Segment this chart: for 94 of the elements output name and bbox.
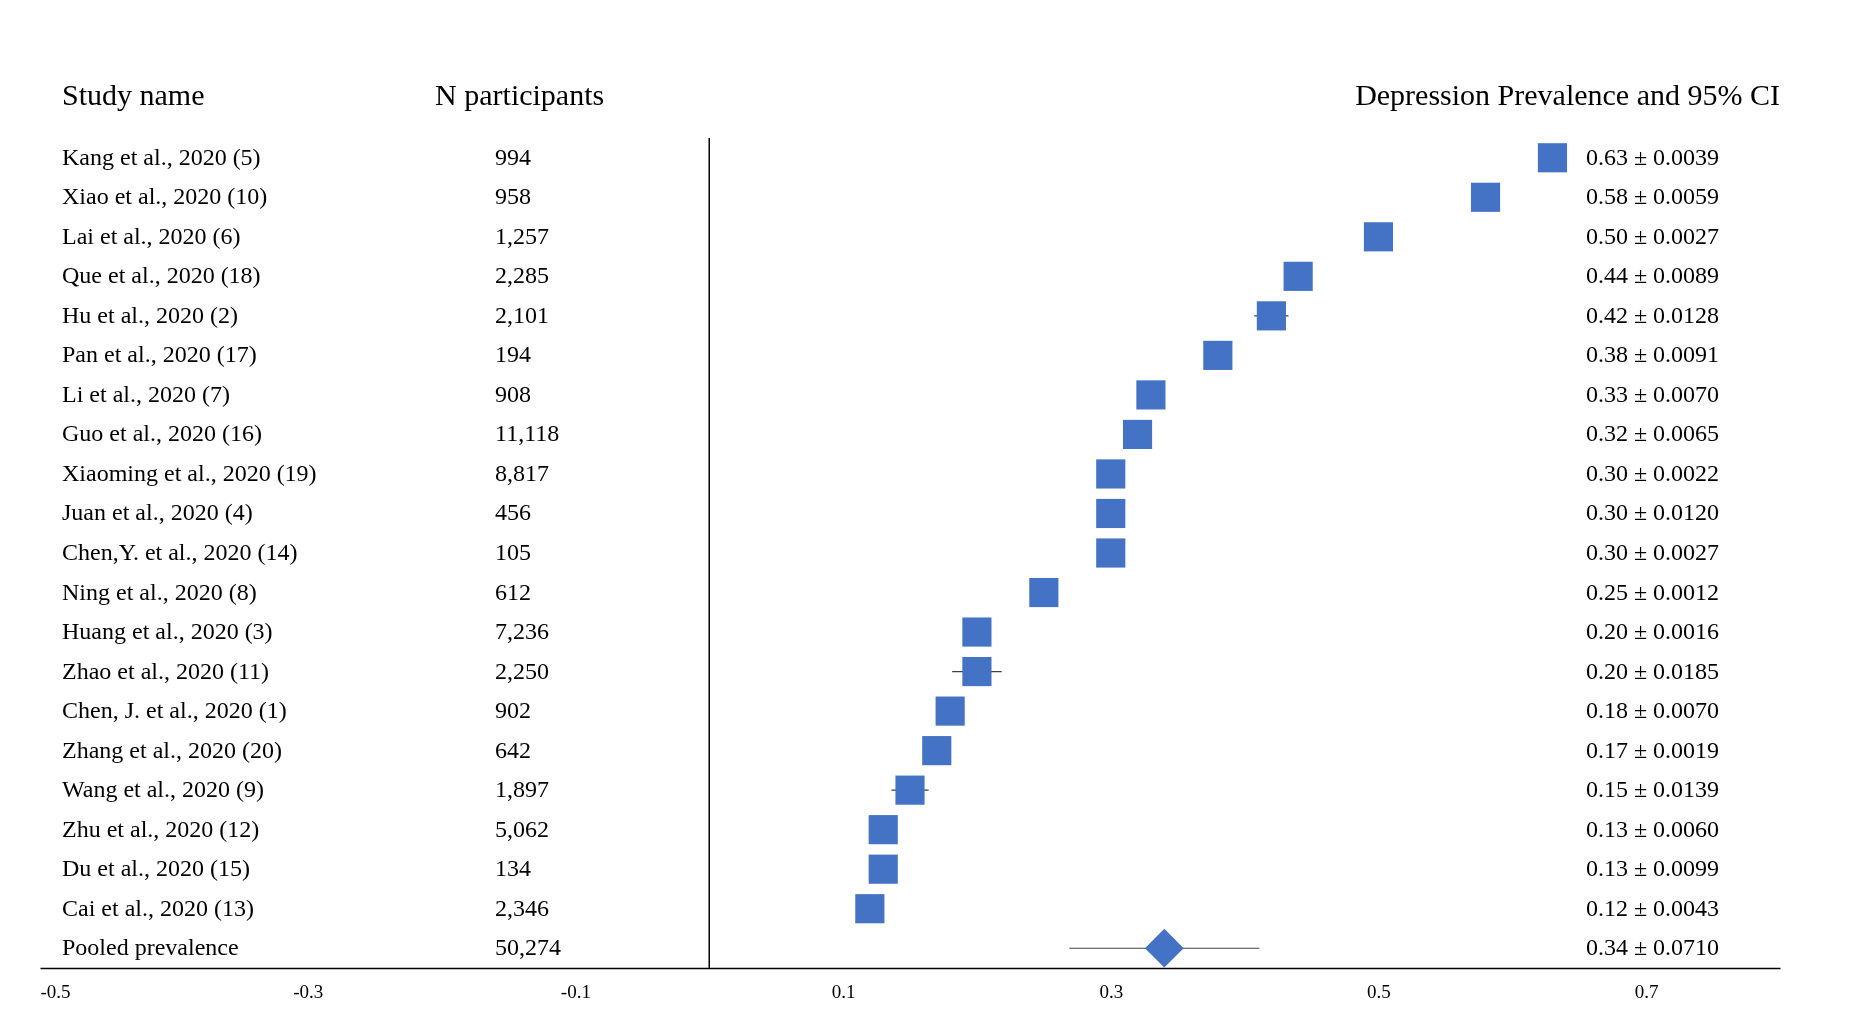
annotation: 0.20 ± 0.0016 bbox=[1585, 618, 1720, 645]
annotation: 0.32 ± 0.0065 bbox=[1585, 420, 1720, 447]
y-tick-label: Pooled prevalence bbox=[62, 934, 239, 961]
y-tick-label: Guo et al., 2020 (16) bbox=[62, 420, 262, 447]
annotation: 1,897 bbox=[495, 776, 550, 803]
point bbox=[1096, 498, 1126, 529]
annotation: 0.63 ± 0.0039 bbox=[1585, 143, 1720, 170]
point bbox=[868, 815, 898, 845]
annotation: 0.15 ± 0.0139 bbox=[1585, 776, 1720, 803]
point bbox=[855, 894, 885, 924]
point bbox=[1283, 261, 1313, 291]
annotation: 134 bbox=[495, 855, 532, 882]
annotation: 0.44 ± 0.0089 bbox=[1585, 262, 1720, 289]
y-tick-label: Ning et al., 2020 (8) bbox=[62, 578, 257, 605]
annotation: 194 bbox=[495, 341, 532, 368]
point bbox=[1144, 928, 1184, 968]
point bbox=[868, 854, 898, 884]
annotation: 11,118 bbox=[495, 420, 560, 447]
annotation: 2,101 bbox=[495, 301, 550, 328]
annotation: 958 bbox=[495, 183, 532, 210]
y-tick-label: Juan et al., 2020 (4) bbox=[62, 499, 253, 526]
y-tick-label: Du et al., 2020 (15) bbox=[62, 855, 250, 882]
point bbox=[962, 617, 992, 647]
annotation: 0.30 ± 0.0022 bbox=[1585, 459, 1720, 486]
point bbox=[1363, 222, 1394, 252]
annotation: 0.17 ± 0.0019 bbox=[1585, 736, 1720, 763]
annotation: 0.33 ± 0.0070 bbox=[1585, 380, 1720, 407]
y-tick-label: Lai et al., 2020 (6) bbox=[62, 222, 241, 249]
x-tick-label: -0.1 bbox=[560, 980, 591, 1002]
annotation: 2,250 bbox=[495, 657, 550, 684]
annotation: 2,346 bbox=[495, 894, 550, 921]
y-tick-label: Wang et al., 2020 (9) bbox=[62, 776, 265, 803]
y-axis-title: Study name bbox=[62, 77, 205, 111]
point bbox=[1537, 143, 1568, 173]
annotation: 642 bbox=[495, 736, 532, 763]
y-tick-label: Zhao et al., 2020 (11) bbox=[62, 657, 270, 684]
annotation: 2,285 bbox=[495, 262, 550, 289]
annotation: 0.30 ± 0.0120 bbox=[1585, 499, 1720, 526]
annotation: 0.12 ± 0.0043 bbox=[1585, 894, 1720, 921]
point bbox=[935, 696, 965, 726]
point bbox=[1122, 419, 1153, 450]
point bbox=[1096, 459, 1126, 489]
x-tick-label: 0.3 bbox=[1099, 980, 1124, 1002]
annotation: 994 bbox=[495, 143, 532, 170]
annotation: 456 bbox=[495, 499, 532, 526]
annotation: 0.30 ± 0.0027 bbox=[1585, 539, 1720, 565]
y-tick-label: Huang et al., 2020 (3) bbox=[62, 618, 273, 645]
y-tick-label: Pan et al., 2020 (17) bbox=[62, 341, 257, 368]
x-tick-label: 0.1 bbox=[831, 980, 856, 1002]
point bbox=[962, 656, 992, 687]
point bbox=[1029, 577, 1059, 608]
annotation: 8,817 bbox=[495, 459, 550, 486]
annotation: 0.38 ± 0.0091 bbox=[1585, 341, 1720, 368]
annotation: 0.18 ± 0.0070 bbox=[1585, 697, 1720, 724]
annotation: 0.25 ± 0.0012 bbox=[1585, 578, 1720, 605]
annotation: 105 bbox=[495, 539, 532, 565]
y-tick-label: Chen, J. et al., 2020 (1) bbox=[62, 697, 287, 724]
annotation: 0.58 ± 0.0059 bbox=[1585, 183, 1720, 210]
x-tick-label: 0.7 bbox=[1634, 980, 1659, 1002]
y-tick-label: Chen,Y. et al., 2020 (14) bbox=[62, 539, 298, 565]
x-tick-label: -0.5 bbox=[40, 980, 71, 1002]
annotation: 1,257 bbox=[495, 222, 550, 249]
x-tick-label: 0.5 bbox=[1367, 980, 1391, 1002]
point bbox=[1096, 538, 1126, 568]
y-tick-label: Xiao et al., 2020 (10) bbox=[62, 183, 268, 210]
point bbox=[895, 775, 925, 805]
y-tick-label: Kang et al., 2020 (5) bbox=[62, 143, 261, 170]
annotation: 5,062 bbox=[495, 815, 550, 842]
annotation: 0.13 ± 0.0060 bbox=[1585, 815, 1720, 842]
annotation: 908 bbox=[495, 380, 532, 407]
y-tick-label: Hu et al., 2020 (2) bbox=[62, 301, 238, 328]
point bbox=[1256, 301, 1286, 331]
y-tick-label: Zhang et al., 2020 (20) bbox=[62, 736, 282, 763]
annotation: 902 bbox=[495, 697, 532, 724]
y-tick-label: Que et al., 2020 (18) bbox=[62, 262, 261, 289]
y-tick-label: Cai et al., 2020 (13) bbox=[62, 894, 254, 921]
point bbox=[1136, 380, 1166, 410]
annotation: 0.13 ± 0.0099 bbox=[1585, 855, 1720, 882]
text: N participants bbox=[435, 77, 605, 111]
annotation: 0.20 ± 0.0185 bbox=[1585, 657, 1720, 684]
y-tick-label: Li et al., 2020 (7) bbox=[62, 380, 230, 407]
point bbox=[1470, 182, 1501, 212]
chart-title: Depression Prevalence and 95% CI bbox=[1355, 77, 1780, 111]
annotation: 0.50 ± 0.0027 bbox=[1585, 222, 1720, 249]
annotation: 7,236 bbox=[495, 618, 550, 645]
y-tick-label: Zhu et al., 2020 (12) bbox=[62, 815, 260, 842]
point bbox=[1203, 340, 1233, 370]
annotation: 612 bbox=[495, 578, 532, 605]
y-tick-label: Xiaoming et al., 2020 (19) bbox=[62, 459, 317, 486]
annotation: 50,274 bbox=[495, 934, 562, 961]
x-tick-label: -0.3 bbox=[293, 980, 324, 1002]
annotation: 0.42 ± 0.0128 bbox=[1585, 301, 1720, 328]
annotation: 0.34 ± 0.0710 bbox=[1585, 934, 1720, 961]
point bbox=[922, 736, 952, 766]
